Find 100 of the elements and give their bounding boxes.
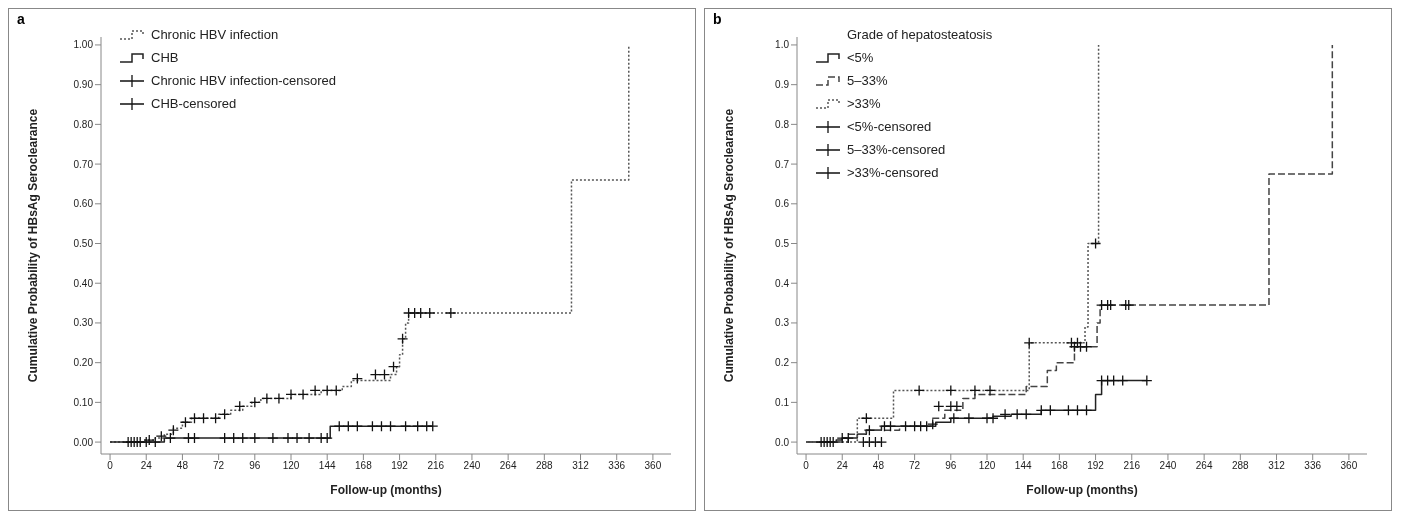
x-tick-label: 120 <box>282 460 300 472</box>
point <box>913 384 925 397</box>
y-tick-label: 0.90 <box>73 79 94 91</box>
x-tick-label: 312 <box>1268 460 1286 472</box>
point <box>1035 404 1047 416</box>
point <box>1108 374 1120 387</box>
point <box>228 432 240 444</box>
point <box>399 420 412 432</box>
point <box>1020 408 1032 420</box>
x-tick-label: 0 <box>107 460 114 472</box>
point <box>863 424 876 436</box>
x-tick-label: 264 <box>499 460 517 472</box>
point <box>921 420 933 432</box>
y-tick-label: 0.60 <box>73 198 94 210</box>
point <box>899 420 912 432</box>
point <box>188 412 201 424</box>
point <box>948 412 960 424</box>
point <box>1071 404 1084 416</box>
point <box>155 430 167 442</box>
x-tick-label: 0 <box>803 460 810 472</box>
legend-label: CHB-censored <box>151 95 237 113</box>
point <box>219 408 231 420</box>
point <box>303 432 315 444</box>
x-tick-label: 24 <box>140 460 153 472</box>
chart-title: b <box>713 11 722 27</box>
point <box>1011 408 1023 420</box>
x-tick-label: 240 <box>463 460 481 472</box>
y-tick-label: 0.1 <box>775 396 790 408</box>
point <box>1062 404 1075 416</box>
point <box>267 432 279 444</box>
x-tick-label: 264 <box>1195 460 1213 472</box>
point <box>1044 404 1056 416</box>
point <box>237 432 249 444</box>
point <box>963 412 975 424</box>
x-tick-label: 24 <box>836 460 849 472</box>
x-tick-label: 144 <box>318 460 336 472</box>
legend-label: 5–33%-censored <box>847 141 946 159</box>
y-tick-label: 0.9 <box>775 79 790 91</box>
point <box>330 384 342 397</box>
point <box>297 388 309 401</box>
point <box>384 420 397 432</box>
point <box>369 368 382 381</box>
point <box>415 307 427 319</box>
point <box>387 360 400 373</box>
x-tick-label: 168 <box>1051 460 1069 472</box>
point <box>209 412 222 424</box>
x-tick-label: 192 <box>391 460 409 472</box>
x-tick-label: 288 <box>1231 460 1250 472</box>
legend-title: Grade of hepatosteatosis <box>846 26 993 44</box>
x-tick-label: 96 <box>249 460 261 472</box>
point <box>375 420 388 432</box>
y-tick-label: 0.4 <box>775 277 790 289</box>
point <box>1117 374 1129 387</box>
x-tick-label: 120 <box>978 460 996 472</box>
y-tick-label: 0.80 <box>73 118 94 130</box>
legend-label: <5%-censored <box>847 118 932 136</box>
y-tick-label: 0.10 <box>73 396 94 408</box>
point <box>234 400 246 412</box>
point <box>424 307 436 319</box>
legend-label: >33% <box>847 95 881 113</box>
x-tick-label: 216 <box>1123 460 1141 472</box>
legend-label: Chronic HBV infection-censored <box>151 72 336 90</box>
x-tick-label: 192 <box>1087 460 1105 472</box>
point <box>951 400 963 412</box>
point <box>291 432 303 444</box>
x-tick-label: 72 <box>909 460 921 472</box>
point <box>282 432 294 444</box>
x-tick-label: 144 <box>1014 460 1032 472</box>
y-tick-label: 0.30 <box>73 317 94 329</box>
legend-label: >33%-censored <box>847 164 939 182</box>
point <box>396 333 409 345</box>
y-tick-label: 0.70 <box>73 158 94 170</box>
x-tick-label: 72 <box>213 460 225 472</box>
point <box>261 392 273 405</box>
point <box>197 412 210 424</box>
point <box>378 368 391 381</box>
point <box>321 384 333 397</box>
point <box>249 396 261 409</box>
y-tick-label: 1.0 <box>775 39 790 51</box>
point <box>285 388 297 401</box>
legend-label: <5% <box>847 49 874 67</box>
legend-label: Chronic HBV infection <box>151 26 279 44</box>
point <box>842 432 854 444</box>
x-tick-label: 336 <box>608 460 626 472</box>
point <box>366 420 379 432</box>
point <box>179 416 192 428</box>
point <box>875 436 888 448</box>
point <box>427 420 439 432</box>
x-tick-label: 240 <box>1159 460 1177 472</box>
y-tick-label: 0.3 <box>775 317 790 329</box>
point <box>273 392 285 405</box>
point <box>984 384 996 397</box>
x-tick-label: 312 <box>572 460 590 472</box>
y-tick-label: 0.00 <box>73 436 94 448</box>
y-tick-label: 1.00 <box>73 39 94 51</box>
y-tick-label: 0.2 <box>775 357 790 369</box>
point <box>333 420 345 432</box>
x-tick-label: 48 <box>872 460 885 472</box>
point <box>219 432 231 444</box>
point <box>351 372 363 385</box>
